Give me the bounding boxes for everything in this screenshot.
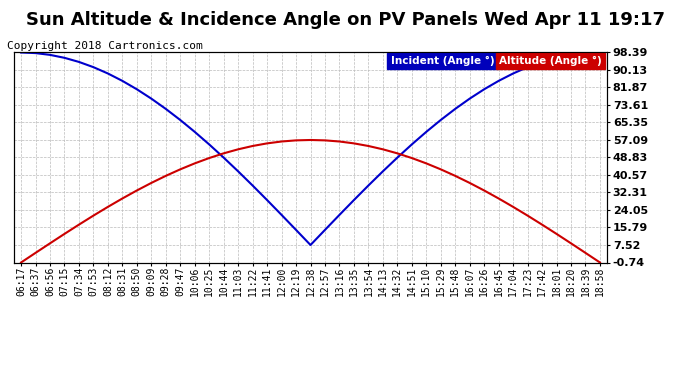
Text: Copyright 2018 Cartronics.com: Copyright 2018 Cartronics.com [7, 41, 203, 51]
Text: Sun Altitude & Incidence Angle on PV Panels Wed Apr 11 19:17: Sun Altitude & Incidence Angle on PV Pan… [26, 11, 664, 29]
Text: Altitude (Angle °): Altitude (Angle °) [499, 56, 602, 66]
Text: Incident (Angle °): Incident (Angle °) [391, 56, 494, 66]
